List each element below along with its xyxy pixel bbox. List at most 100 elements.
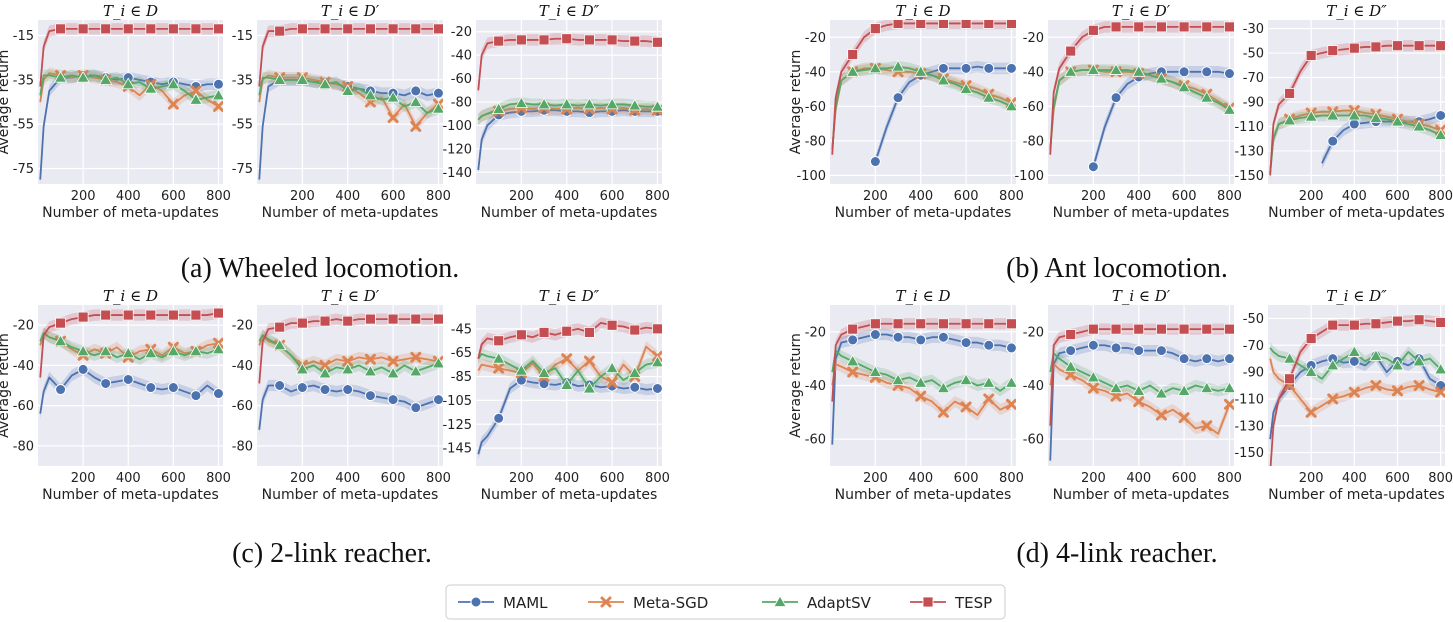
chart-title: T_i ∈ D′ bbox=[1112, 287, 1171, 305]
x-tick-label: 600 bbox=[954, 189, 979, 204]
y-tick-label: -60 bbox=[1023, 100, 1044, 115]
y-tick-label: -60 bbox=[805, 100, 826, 115]
data-point-adaptsv bbox=[1347, 345, 1362, 357]
x-axis-label: Number of meta-updates bbox=[481, 487, 658, 503]
data-point-tesp bbox=[1087, 323, 1099, 335]
y-tick-label: -15 bbox=[13, 29, 34, 44]
data-point-maml bbox=[319, 384, 331, 396]
data-point-tesp bbox=[652, 36, 662, 48]
data-point-adaptsv bbox=[1390, 358, 1405, 371]
x-tick-label: 200 bbox=[863, 471, 888, 486]
data-point-meta-sgd bbox=[1155, 409, 1167, 421]
x-tick-label: 200 bbox=[290, 471, 315, 486]
data-point-adaptsv bbox=[144, 346, 158, 359]
legend-swatch-tesp bbox=[910, 596, 946, 608]
data-point-tesp bbox=[1327, 319, 1339, 331]
data-point-tesp bbox=[1133, 21, 1145, 33]
x-axis-label: Number of meta-updates bbox=[1053, 487, 1230, 503]
y-tick-label: -15 bbox=[232, 29, 253, 44]
y-tick-label: -120 bbox=[442, 142, 472, 157]
y-tick-label: -100 bbox=[442, 119, 472, 134]
x-axis-label: Number of meta-updates bbox=[262, 487, 439, 503]
chart-panel-5: 200 400 600 800 -20 -40 -60 -80 -100 T_i ∈ D′ Numb… bbox=[1014, 2, 1241, 221]
confidence-band-meta-sgd bbox=[1270, 353, 1441, 418]
data-point-adaptsv bbox=[628, 98, 642, 111]
caption-a: (a) Wheeled locomotion. bbox=[181, 253, 460, 284]
data-point-maml bbox=[1178, 66, 1190, 78]
data-point-meta-sgd bbox=[1110, 390, 1122, 402]
y-tick-label: -125 bbox=[442, 418, 472, 433]
data-point-adaptsv bbox=[868, 365, 883, 377]
y-axis-label: Average return bbox=[0, 333, 12, 438]
data-point-meta-sgd bbox=[1305, 406, 1317, 418]
data-point-meta-sgd bbox=[410, 351, 422, 363]
data-point-tesp bbox=[213, 307, 223, 319]
data-point-tesp bbox=[938, 20, 949, 29]
data-point-meta-sgd bbox=[1392, 385, 1404, 397]
data-point-adaptsv bbox=[409, 95, 423, 107]
x-tick-label: 400 bbox=[1126, 471, 1151, 486]
x-tick-label: 400 bbox=[1126, 189, 1151, 204]
data-point-maml bbox=[432, 394, 443, 406]
data-point-maml bbox=[145, 382, 157, 394]
data-point-adaptsv bbox=[1222, 102, 1234, 115]
chart-panel-12: 200 400 600 800 -50 -70 -90 -110 -130 -150 T_i ∈ D… bbox=[1234, 287, 1453, 503]
data-point-adaptsv bbox=[1369, 349, 1383, 361]
series-layer bbox=[1269, 39, 1445, 182]
confidence-band-maml bbox=[875, 60, 1012, 168]
x-axis-label: Number of meta-updates bbox=[42, 487, 219, 503]
y-tick-label: -40 bbox=[13, 359, 34, 374]
data-point-maml bbox=[212, 78, 223, 90]
y-tick-label: -110 bbox=[1234, 392, 1264, 407]
data-point-meta-sgd bbox=[387, 112, 399, 124]
data-point-adaptsv bbox=[211, 342, 223, 355]
y-tick-label: -60 bbox=[13, 399, 34, 414]
chart-title: T_i ∈ D′ bbox=[1112, 2, 1171, 20]
data-point-adaptsv bbox=[431, 356, 443, 369]
data-point-meta-sgd bbox=[983, 393, 995, 405]
x-tick-label: 800 bbox=[426, 471, 451, 486]
x-tick-label: 200 bbox=[1081, 471, 1106, 486]
x-tick-label: 600 bbox=[1385, 471, 1410, 486]
y-tick-label: -50 bbox=[1243, 312, 1264, 327]
data-point-adaptsv bbox=[409, 364, 423, 377]
legend-swatch-maml bbox=[458, 596, 494, 608]
data-point-maml bbox=[296, 382, 308, 394]
data-point-tesp bbox=[538, 327, 550, 338]
y-tick-label: -50 bbox=[1243, 47, 1264, 62]
x-axis-label: Number of meta-updates bbox=[1053, 205, 1230, 221]
data-point-adaptsv bbox=[537, 97, 551, 110]
y-tick-label: -40 bbox=[232, 359, 253, 374]
data-point-adaptsv bbox=[318, 366, 332, 379]
chart-title: T_i ∈ D bbox=[896, 2, 951, 20]
data-point-maml bbox=[410, 85, 422, 97]
y-tick-label: -80 bbox=[232, 439, 253, 454]
data-point-tesp bbox=[493, 335, 505, 347]
data-point-tesp bbox=[1327, 45, 1339, 56]
y-tick-label: -60 bbox=[451, 72, 472, 87]
caption-d: (d) 4-link reacher. bbox=[1016, 538, 1217, 569]
x-tick-label: 800 bbox=[1217, 471, 1242, 486]
data-point-tesp bbox=[561, 325, 573, 337]
confidence-band-adaptsv bbox=[1270, 109, 1441, 179]
data-point-tesp bbox=[1201, 21, 1213, 33]
data-point-maml bbox=[364, 390, 376, 402]
data-point-adaptsv bbox=[582, 97, 597, 110]
x-tick-label: 400 bbox=[1342, 189, 1367, 204]
x-tick-label: 400 bbox=[335, 471, 360, 486]
data-point-adaptsv bbox=[386, 366, 400, 379]
data-point-tesp bbox=[915, 20, 927, 29]
data-point-adaptsv bbox=[1063, 64, 1078, 77]
data-point-meta-sgd bbox=[1370, 380, 1382, 391]
legend-swatch-meta-sgd bbox=[588, 596, 624, 608]
data-point-adaptsv bbox=[189, 344, 203, 357]
data-point-adaptsv bbox=[1109, 63, 1123, 75]
data-point-meta-sgd bbox=[1087, 382, 1099, 394]
data-point-adaptsv bbox=[1390, 114, 1405, 127]
data-point-tesp bbox=[629, 324, 641, 336]
data-point-adaptsv bbox=[491, 102, 506, 114]
data-point-tesp bbox=[1224, 21, 1234, 33]
data-point-maml bbox=[869, 329, 881, 341]
confidence-band-maml bbox=[1093, 66, 1230, 173]
